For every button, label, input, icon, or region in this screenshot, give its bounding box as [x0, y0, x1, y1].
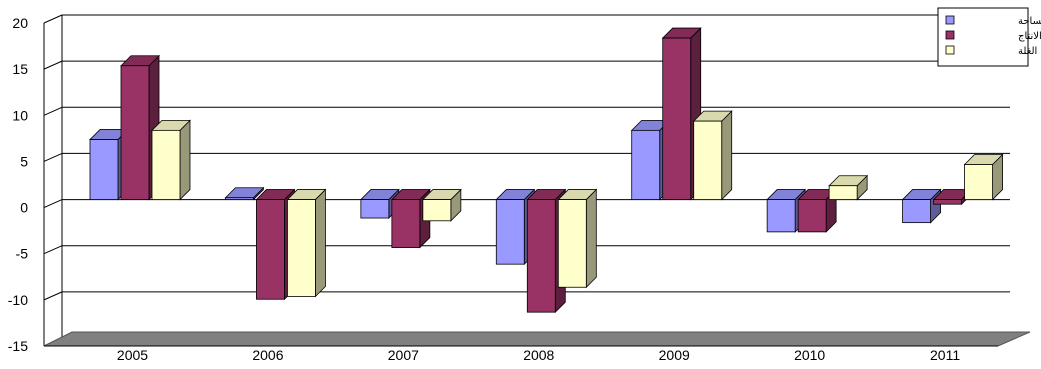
bar-front — [766, 199, 796, 233]
x-tick-label: 2005 — [117, 347, 148, 363]
bar-2005-3 — [151, 119, 191, 201]
x-tick-label: 2006 — [252, 347, 283, 363]
legend-label: المساحة — [1018, 16, 1041, 27]
bar-2011-3 — [963, 153, 1004, 201]
bar-front — [120, 65, 150, 200]
legend-swatch — [945, 15, 955, 25]
y-tick-label: -5 — [16, 246, 29, 262]
bar-front — [422, 199, 452, 222]
y-tick-label: -10 — [8, 292, 28, 308]
legend-label: الانتاج — [1018, 31, 1041, 42]
gridline-depth — [43, 245, 63, 255]
bar-2011-1 — [901, 188, 942, 224]
x-tick-label: 2009 — [659, 347, 690, 363]
bar-front — [828, 185, 858, 200]
bar-front — [89, 139, 119, 200]
legend-item: المساحة — [945, 15, 1041, 27]
bar-front — [902, 199, 931, 224]
x-tick-label: 2011 — [930, 347, 960, 363]
y-tick-label: 15 — [12, 61, 28, 77]
legend-swatch — [945, 30, 955, 40]
bars-layer — [89, 27, 1004, 314]
bar-front — [557, 199, 587, 288]
bar-front — [662, 37, 692, 200]
x-axis: 2005 2006 2007 2008 2009 2010 2011 — [117, 347, 960, 363]
bar-front — [360, 199, 390, 219]
bar-front — [256, 199, 285, 300]
bar-2009-3 — [692, 110, 733, 201]
gridline-depth — [43, 291, 63, 301]
bar-front — [797, 199, 827, 233]
x-tick-label: 2010 — [794, 347, 825, 363]
bar-front — [495, 199, 525, 265]
gridline-depth — [43, 199, 63, 209]
bar-front — [225, 197, 254, 200]
bar-2007-3 — [421, 188, 462, 222]
y-tick-label: 20 — [12, 15, 28, 31]
bar-front — [287, 199, 316, 297]
bar-front — [391, 199, 421, 248]
x-tick-label: 2008 — [523, 347, 554, 363]
bar-front — [693, 120, 723, 200]
bar-2009-2 — [661, 27, 702, 201]
gridline-depth — [43, 152, 63, 162]
gridline-depth — [43, 14, 63, 24]
bar-2008-3 — [557, 188, 598, 289]
gridline-depth — [43, 106, 63, 116]
chart-floor — [43, 331, 1031, 347]
bar-2010-3 — [828, 174, 869, 201]
legend-item: الغلة — [945, 45, 1037, 57]
legend-label: الغلة — [1018, 46, 1037, 57]
bar-2006-3 — [286, 188, 327, 298]
y-tick-label: 5 — [20, 153, 28, 169]
bar-front — [526, 199, 556, 313]
bar-front — [631, 129, 661, 200]
y-tick-label: 0 — [20, 200, 28, 216]
x-tick-label: 2007 — [388, 347, 419, 363]
legend-item: الانتاج — [945, 30, 1041, 42]
y-axis: 20 15 10 5 0 -5 -10 -15 — [8, 15, 28, 354]
bar-front — [964, 164, 993, 200]
legend: المساحة الانتاج الغلة — [937, 7, 1041, 67]
bar-front — [933, 199, 962, 205]
gridline-depth — [43, 60, 63, 70]
y-tick-label: 10 — [12, 107, 28, 123]
bar-2005-2 — [120, 54, 160, 201]
legend-swatch — [945, 45, 955, 55]
y-tick-label: -15 — [8, 338, 28, 354]
bar-2007-1 — [359, 188, 400, 219]
bar-2006-2 — [255, 188, 296, 301]
bar-front — [151, 129, 181, 200]
bar-2006-1 — [224, 186, 265, 201]
